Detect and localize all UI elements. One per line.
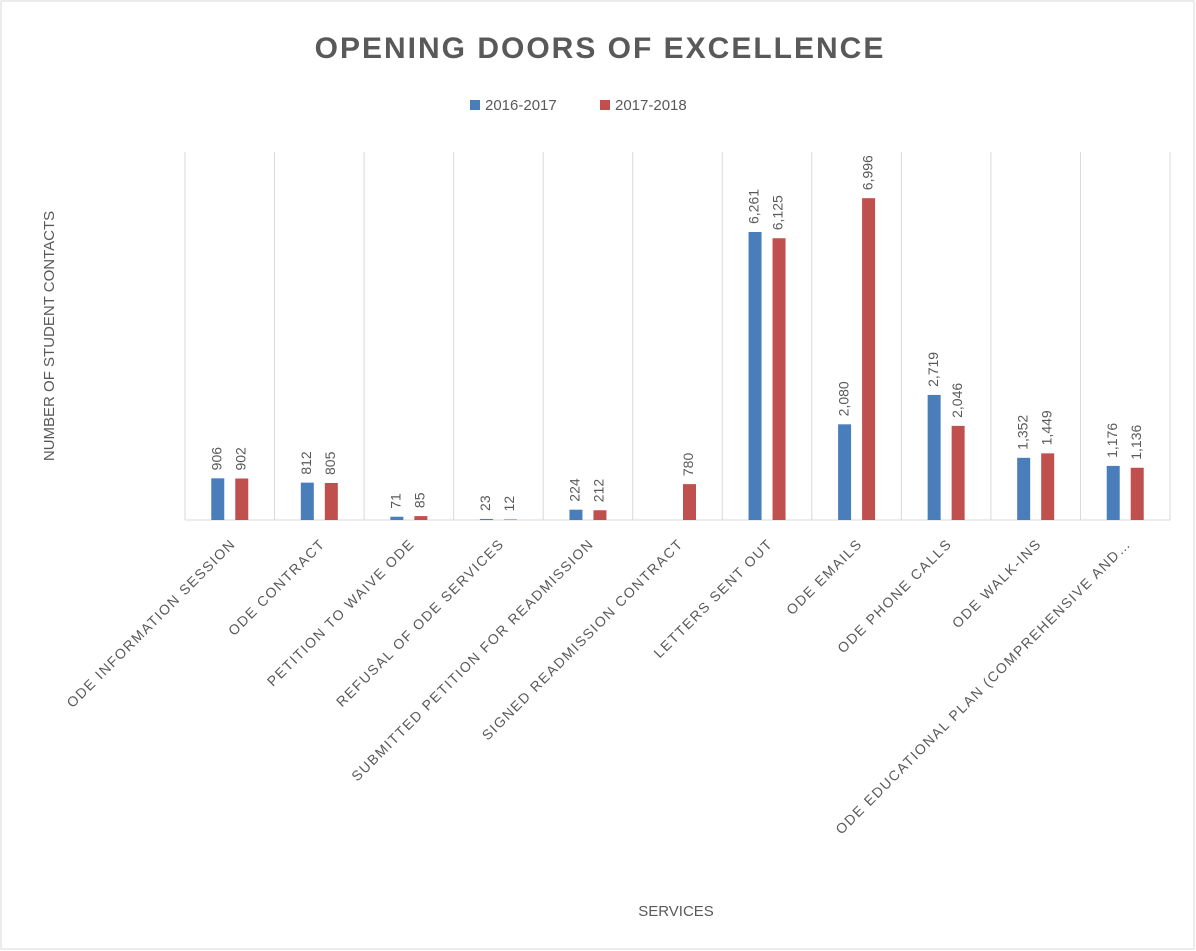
data-label: 1,176 xyxy=(1104,423,1120,458)
bar xyxy=(235,478,249,520)
data-label: 2,046 xyxy=(949,383,965,418)
legend-label: 2016-2017 xyxy=(485,97,557,114)
bar xyxy=(324,482,338,520)
bar xyxy=(503,519,517,520)
bar xyxy=(1106,465,1120,520)
bar xyxy=(593,510,607,520)
data-label: 805 xyxy=(322,451,338,475)
data-label: 6,996 xyxy=(859,155,875,190)
legend-swatch xyxy=(470,100,480,110)
data-label: 2,080 xyxy=(835,381,851,416)
bar xyxy=(300,482,314,520)
chart-title: OPENING DOORS OF EXCELLENCE xyxy=(315,32,886,65)
data-label: 6,125 xyxy=(770,195,786,230)
bar xyxy=(1017,457,1031,520)
data-label: 780 xyxy=(680,453,696,477)
bar xyxy=(772,238,786,520)
bar xyxy=(862,198,876,520)
bar xyxy=(390,516,404,520)
bar xyxy=(569,509,583,520)
legend-label: 2017-2018 xyxy=(615,97,687,114)
bar xyxy=(748,231,762,520)
data-label: 212 xyxy=(591,479,607,503)
y-axis-title: NUMBER OF STUDENT CONTACTS xyxy=(41,211,58,461)
bar xyxy=(927,394,941,520)
data-label: 224 xyxy=(567,478,583,502)
data-label: 902 xyxy=(232,447,248,471)
bar xyxy=(211,478,225,520)
x-axis-title: SERVICES xyxy=(638,903,714,920)
data-label: 906 xyxy=(208,447,224,471)
bar xyxy=(414,516,428,520)
data-label: 85 xyxy=(412,492,428,508)
bar xyxy=(838,424,852,520)
data-label: 71 xyxy=(388,493,404,509)
data-label: 2,719 xyxy=(925,352,941,387)
bar xyxy=(1130,467,1144,520)
data-label: 1,449 xyxy=(1038,410,1054,445)
bar xyxy=(1041,453,1055,520)
legend-swatch xyxy=(600,100,610,110)
bar xyxy=(479,518,493,520)
bar xyxy=(683,484,696,520)
data-label: 6,261 xyxy=(746,189,762,224)
bar xyxy=(951,425,965,520)
data-label: 812 xyxy=(298,451,314,475)
data-label: 1,352 xyxy=(1014,415,1030,450)
data-label: 23 xyxy=(477,495,493,511)
data-label: 12 xyxy=(501,496,517,512)
data-label: 1,136 xyxy=(1128,424,1144,459)
